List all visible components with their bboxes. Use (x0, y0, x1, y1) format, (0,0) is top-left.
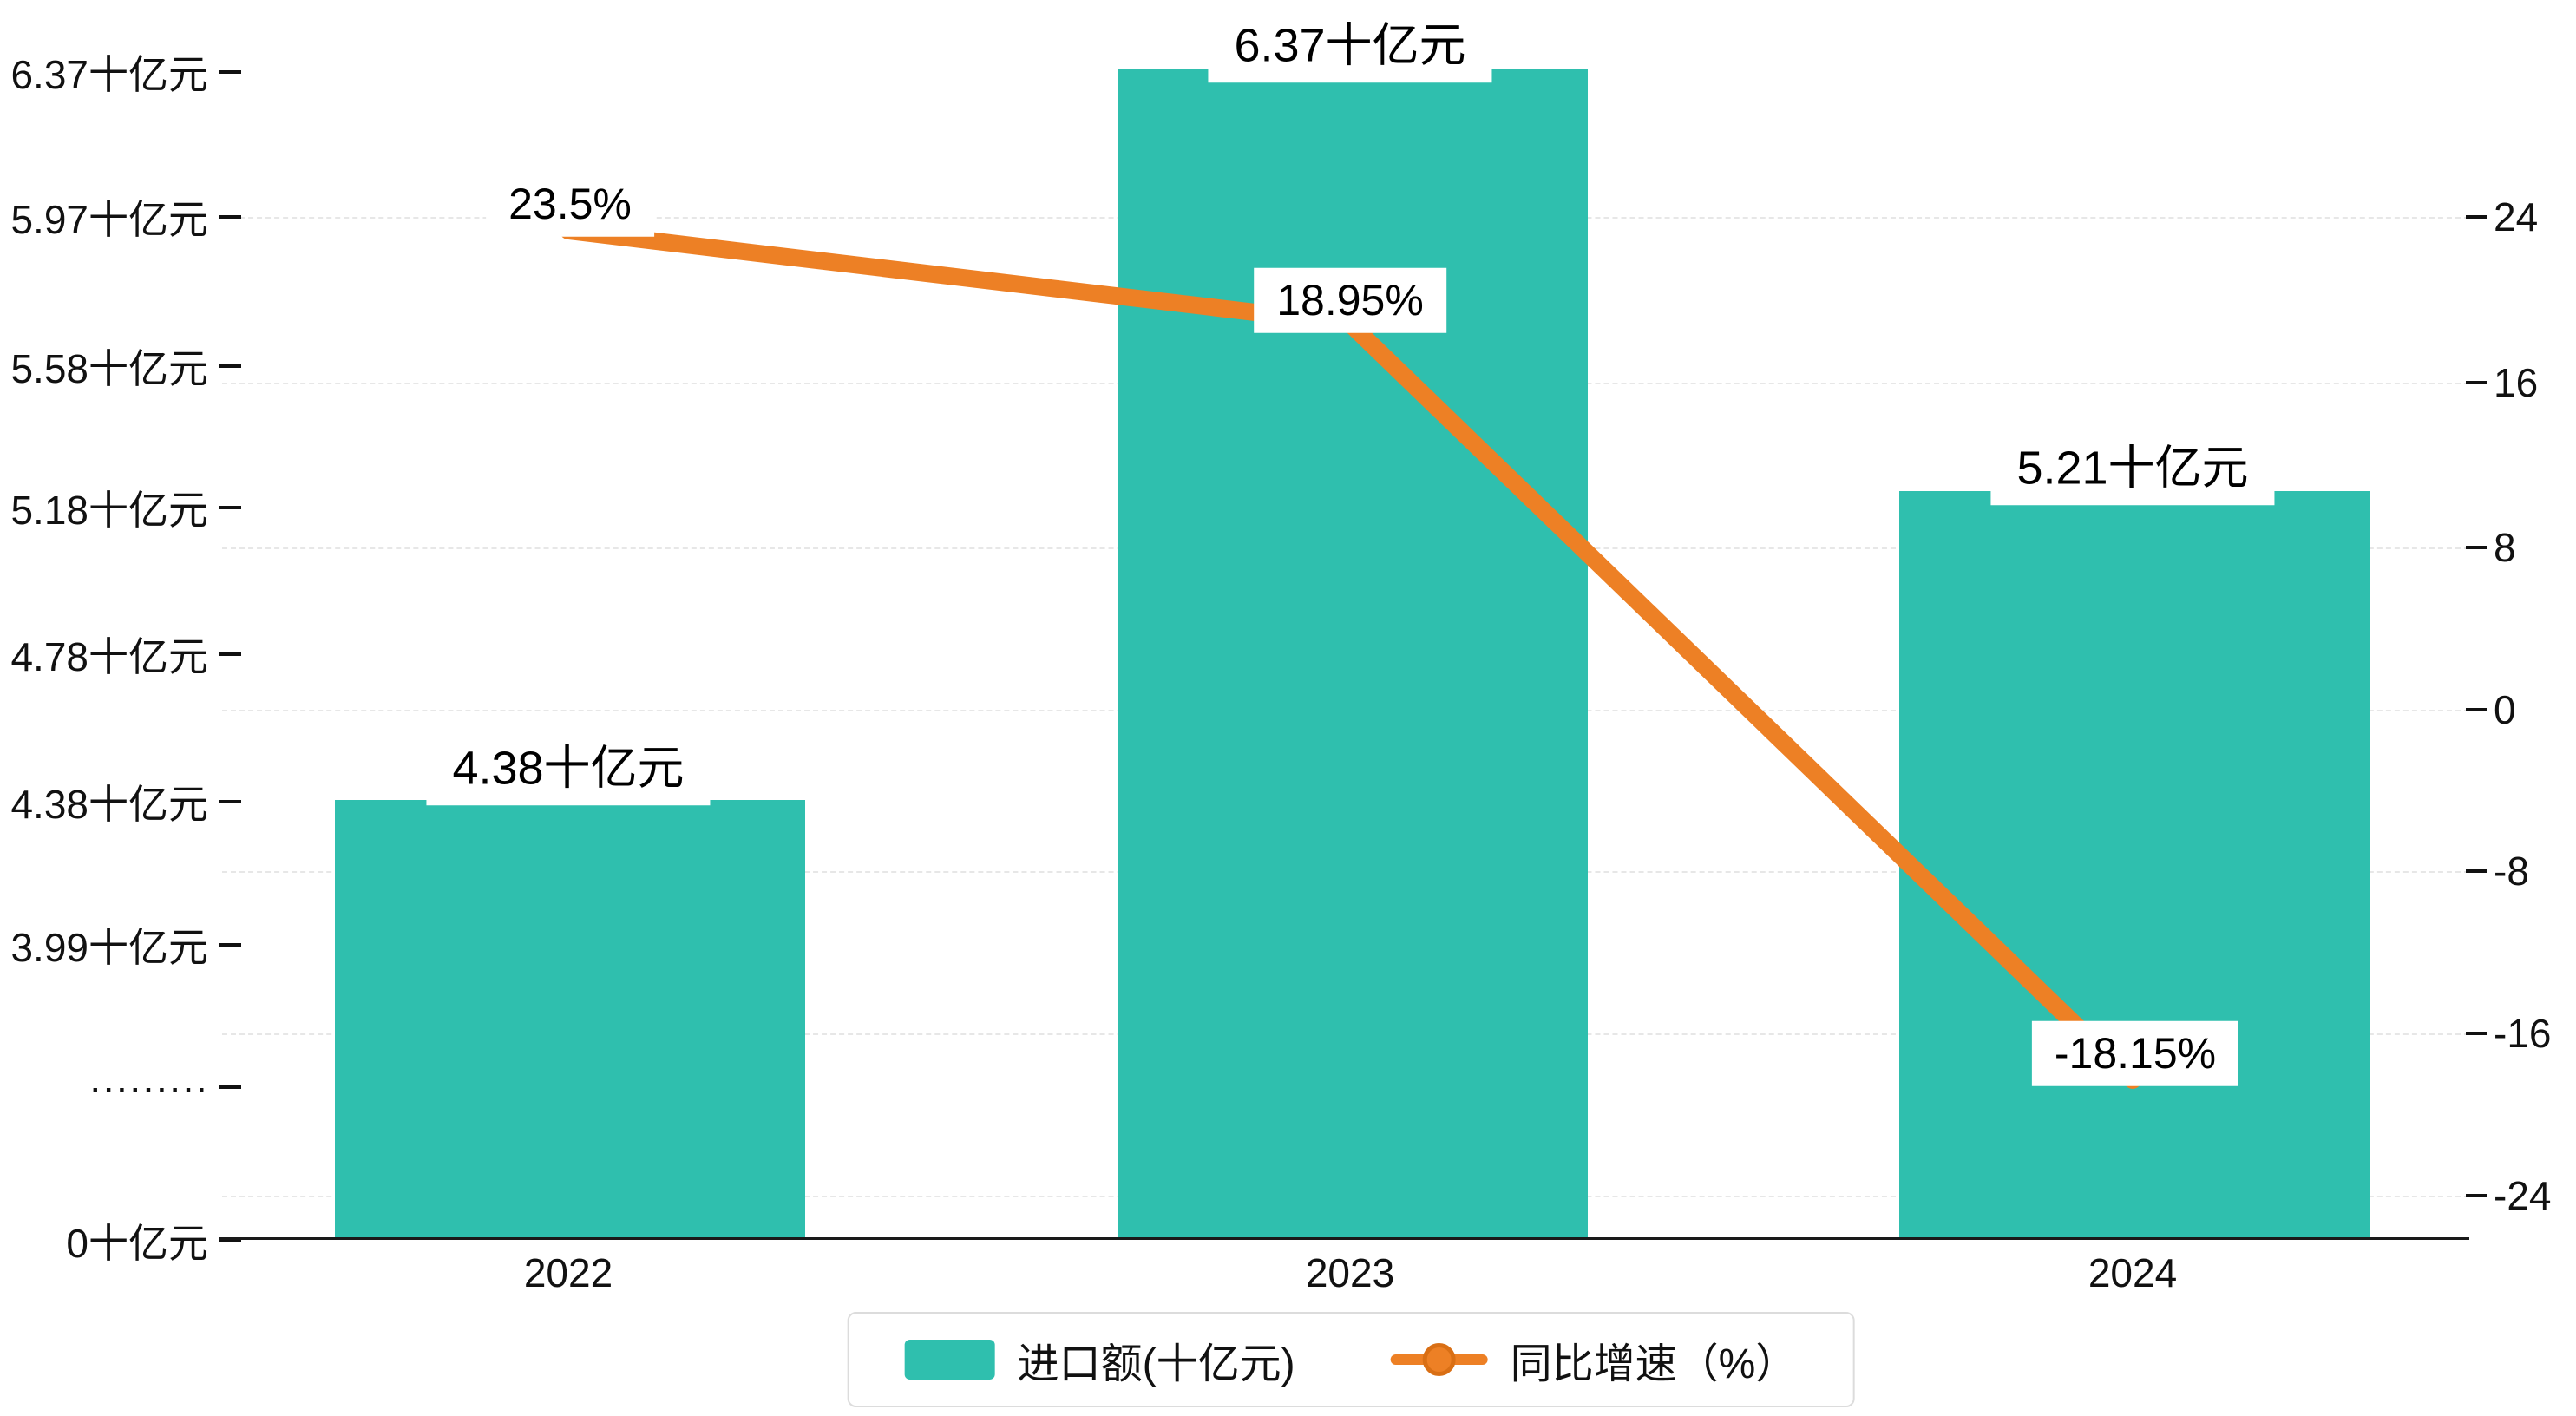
bar-series-swatch (904, 1340, 995, 1380)
left-axis-label: 5.58十亿元 (10, 346, 208, 391)
right-axis-tick (2466, 546, 2487, 549)
legend-item-growth[interactable]: 同比增速（%） (1390, 1329, 1798, 1390)
legend: 进口额(十亿元) 同比增速（%） (847, 1312, 1855, 1407)
right-axis-tick (2466, 1032, 2487, 1035)
left-axis-tick (219, 364, 241, 368)
right-axis-tick (2466, 215, 2487, 219)
left-axis-tick (219, 652, 241, 656)
left-axis-label: 5.18十亿元 (10, 488, 208, 533)
right-axis-label: -8 (2494, 849, 2529, 894)
right-axis-tick (2466, 381, 2487, 384)
line-series-swatch (1390, 1343, 1488, 1376)
left-axis-tick (219, 1239, 241, 1242)
left-axis-label: 6.37十亿元 (10, 52, 208, 97)
right-axis-tick (2466, 708, 2487, 711)
right-axis-label: 8 (2494, 525, 2516, 570)
left-axis-label: 0十亿元 (66, 1221, 208, 1266)
line-series-dot-icon (1422, 1343, 1456, 1376)
growth-label-2022: 23.5% (486, 171, 654, 237)
left-axis-tick (219, 943, 241, 947)
bar-value-label-2023: 6.37十亿元 (1208, 10, 1492, 82)
x-axis-line (219, 1237, 2469, 1240)
bar-2024 (1899, 491, 2370, 1237)
growth-line (560, 222, 2141, 1089)
left-axis-tick (219, 800, 241, 803)
legend-label-growth: 同比增速（%） (1510, 1341, 1798, 1387)
growth-label-2023: 18.95% (1254, 267, 1446, 333)
bar-2023 (1118, 69, 1588, 1237)
right-axis-tick (2466, 1194, 2487, 1197)
left-axis-label: 4.78十亿元 (10, 634, 208, 679)
right-axis-label: 0 (2494, 687, 2516, 732)
bar-2022 (335, 800, 805, 1237)
growth-label-2024: -18.15% (2031, 1020, 2239, 1086)
left-axis-label: 5.97十亿元 (10, 197, 208, 242)
x-axis-label-2024: 2024 (2088, 1250, 2178, 1295)
legend-item-imports[interactable]: 进口额(十亿元) (904, 1329, 1295, 1390)
left-axis-label: 4.38十亿元 (10, 782, 208, 827)
left-axis-label: 3.99十亿元 (10, 925, 208, 970)
axis-break-dots: ········· (88, 1065, 208, 1110)
x-axis-label-2022: 2022 (523, 1250, 613, 1295)
left-axis-tick (219, 1085, 241, 1089)
right-axis-label: 24 (2494, 194, 2539, 239)
x-axis-label-2023: 2023 (1305, 1250, 1395, 1295)
right-axis-label: -24 (2494, 1173, 2552, 1218)
left-axis-tick (219, 506, 241, 509)
bar-value-label-2022: 4.38十亿元 (426, 732, 711, 805)
right-axis-tick (2466, 869, 2487, 873)
bar-value-label-2024: 5.21十亿元 (1990, 432, 2275, 505)
right-axis-label: -16 (2494, 1011, 2552, 1056)
left-axis-tick (219, 215, 241, 219)
legend-label-imports: 进口额(十亿元) (1017, 1341, 1295, 1387)
left-axis-tick (219, 70, 241, 74)
right-axis-label: 16 (2494, 360, 2539, 405)
